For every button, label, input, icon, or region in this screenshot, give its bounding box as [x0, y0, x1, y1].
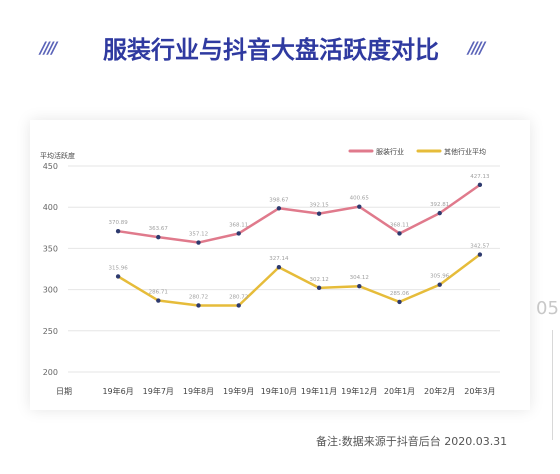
data-label: 327.14 [269, 256, 289, 262]
chart-card: 平均活跃度 200 250 300 350 400 450 日期 19年6月 19年7月 19年8月… [30, 120, 530, 410]
data-label: 280.72 [229, 294, 248, 300]
data-label: 305.96 [430, 274, 450, 280]
data-label: 398.67 [269, 197, 289, 203]
data-point [357, 204, 362, 209]
data-label: 342.57 [470, 244, 490, 250]
data-label: 286.71 [149, 290, 168, 296]
data-point [276, 206, 282, 211]
x-axis-label: 日期 [56, 387, 72, 396]
y-tick-label: 200 [43, 368, 58, 377]
data-label: 280.72 [189, 294, 208, 300]
legend-entry: 服装行业 [376, 147, 404, 156]
data-point [115, 274, 121, 279]
data-point [196, 303, 201, 308]
data-label: 392.81 [430, 202, 449, 208]
data-point [477, 252, 483, 257]
title-decoration-left: //// [40, 38, 57, 57]
title-decoration-right: //// [468, 38, 485, 57]
data-point [115, 228, 121, 234]
data-label: 427.13 [470, 174, 490, 180]
data-label: 400.65 [350, 196, 370, 202]
data-label: 304.12 [350, 275, 369, 281]
x-tick-label: 20年1月 [384, 386, 415, 396]
x-tick-label: 19年12月 [341, 386, 377, 396]
data-point [276, 265, 282, 270]
x-tick-label: 19年7月 [143, 386, 174, 396]
data-point [316, 211, 322, 216]
data-label: 363.67 [149, 226, 169, 232]
data-point [156, 298, 161, 303]
data-point [397, 231, 402, 236]
x-tick-label: 19年10月 [261, 386, 297, 396]
x-tick-label: 19年9月 [223, 386, 254, 396]
series-line [117, 253, 481, 307]
page-section-number: 05 [536, 298, 559, 319]
x-tick-label: 20年3月 [464, 386, 495, 396]
data-point [196, 240, 201, 245]
y-tick-label: 300 [43, 286, 58, 295]
data-point [316, 285, 322, 291]
page-title: 服装行业与抖音大盘活跃度对比 [103, 36, 439, 64]
legend-entry: 其他行业平均 [444, 147, 486, 156]
x-tick-label: 19年6月 [102, 386, 133, 396]
y-tick-label: 400 [43, 203, 58, 212]
y-tick-label: 250 [43, 327, 58, 336]
line-chart: 平均活跃度 200 250 300 350 400 450 日期 19年6月 19年7月 19年8月… [40, 147, 500, 396]
x-tick-label: 19年8月 [183, 386, 214, 396]
data-label: 368.11 [390, 222, 409, 228]
y-tick-label: 350 [43, 244, 58, 253]
title-row: //// 服装行业与抖音大盘活跃度对比 //// [0, 28, 560, 68]
data-label: 302.12 [309, 277, 328, 283]
data-point [236, 231, 241, 236]
data-label: 370.89 [108, 220, 128, 226]
data-label: 357.12 [189, 232, 208, 238]
data-point [437, 210, 442, 216]
data-point [156, 234, 161, 240]
data-label: 368.11 [229, 222, 248, 228]
data-point [437, 282, 442, 287]
data-label: 285.06 [390, 291, 410, 297]
x-tick-label: 20年2月 [424, 386, 455, 396]
data-point [477, 182, 483, 188]
data-point [357, 284, 362, 289]
x-tick-label: 19年11月 [301, 386, 337, 396]
data-label: 392.15 [309, 203, 329, 209]
side-divider [552, 330, 553, 440]
series-line [117, 183, 481, 244]
data-point [236, 303, 241, 308]
source-footnote: 备注:数据来源于抖音后台 2020.03.31 [316, 435, 508, 448]
y-axis-label: 平均活跃度 [40, 151, 75, 160]
y-tick-label: 450 [43, 162, 58, 171]
data-point [397, 299, 402, 305]
data-label: 315.96 [108, 265, 128, 271]
